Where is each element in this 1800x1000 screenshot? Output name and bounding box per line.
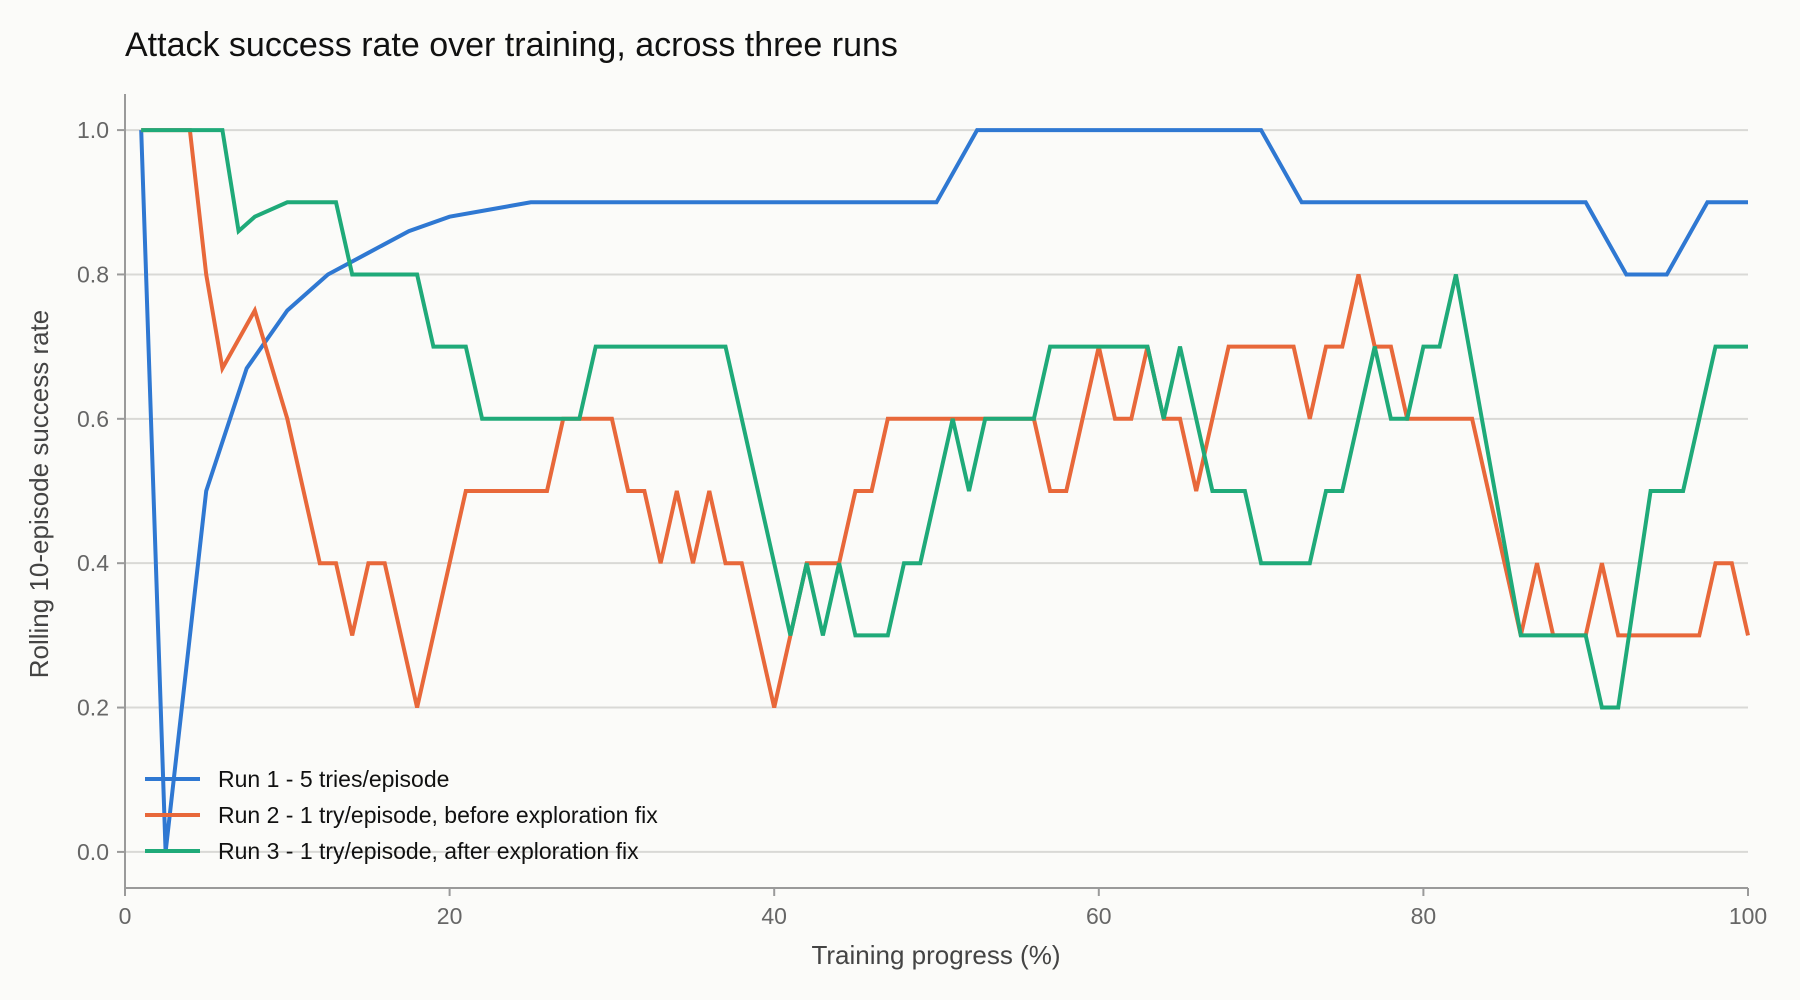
x-axis-label: Training progress (%) xyxy=(811,940,1060,970)
legend-label: Run 2 - 1 try/episode, before exploratio… xyxy=(218,802,658,828)
y-axis-label: Rolling 10-episode success rate xyxy=(24,310,54,679)
y-tick-label: 0.4 xyxy=(77,550,109,576)
x-tick-label: 0 xyxy=(119,903,132,929)
x-tick-label: 100 xyxy=(1729,903,1767,929)
x-tick-label: 80 xyxy=(1411,903,1437,929)
series-line-run-1 xyxy=(139,128,1748,853)
axes xyxy=(124,94,1748,889)
x-tick-label: 20 xyxy=(437,903,463,929)
y-tick-label: 0.0 xyxy=(77,839,109,865)
y-tick-label: 0.2 xyxy=(77,695,109,721)
y-tick-label: 0.8 xyxy=(77,261,109,287)
y-axis-ticks: 0.0 0.2 0.4 0.6 0.8 1.0 xyxy=(77,117,125,865)
series-group xyxy=(139,128,1750,853)
series-line-run-3 xyxy=(141,128,1748,710)
legend: Run 1 - 5 tries/episode Run 2 - 1 try/epi… xyxy=(145,766,658,864)
y-tick-label: 1.0 xyxy=(77,117,109,143)
x-tick-label: 40 xyxy=(761,903,787,929)
x-axis-ticks: 0 20 40 60 80 100 xyxy=(119,888,1767,929)
legend-label: Run 1 - 5 tries/episode xyxy=(218,766,449,792)
x-tick-label: 60 xyxy=(1086,903,1112,929)
chart-title: Attack success rate over training, acros… xyxy=(125,26,898,64)
legend-label: Run 3 - 1 try/episode, after exploration… xyxy=(218,838,639,864)
y-tick-label: 0.6 xyxy=(77,406,109,432)
series-line-run-2 xyxy=(141,128,1750,708)
